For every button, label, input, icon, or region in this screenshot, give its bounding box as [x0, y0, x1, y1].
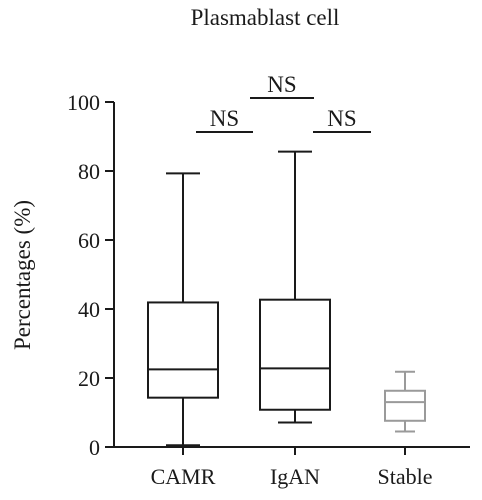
- comparison-label: NS: [327, 106, 356, 131]
- chart-title: Plasmablast cell: [191, 5, 340, 30]
- x-tick-label: CAMR: [151, 464, 216, 489]
- x-tick-label: IgAN: [270, 464, 320, 489]
- y-tick-label: 20: [78, 366, 100, 391]
- plot-area: 0 20 40 60 80 100 CAMR IgAN Stable NS NS NS: [67, 72, 470, 489]
- y-tick-label: 0: [89, 435, 100, 460]
- y-tick-label: 60: [78, 228, 100, 253]
- y-axis-label: Percentages (%): [10, 200, 35, 350]
- box-iqr: [384, 389, 426, 422]
- y-tick-label: 40: [78, 297, 100, 322]
- box-iqr: [259, 298, 331, 411]
- comparison-label: NS: [210, 106, 239, 131]
- y-tick-label: 80: [78, 159, 100, 184]
- comparison-label: NS: [267, 72, 296, 97]
- x-tick-label: Stable: [378, 464, 433, 489]
- box-iqr: [147, 301, 219, 399]
- y-tick-label: 100: [67, 90, 100, 115]
